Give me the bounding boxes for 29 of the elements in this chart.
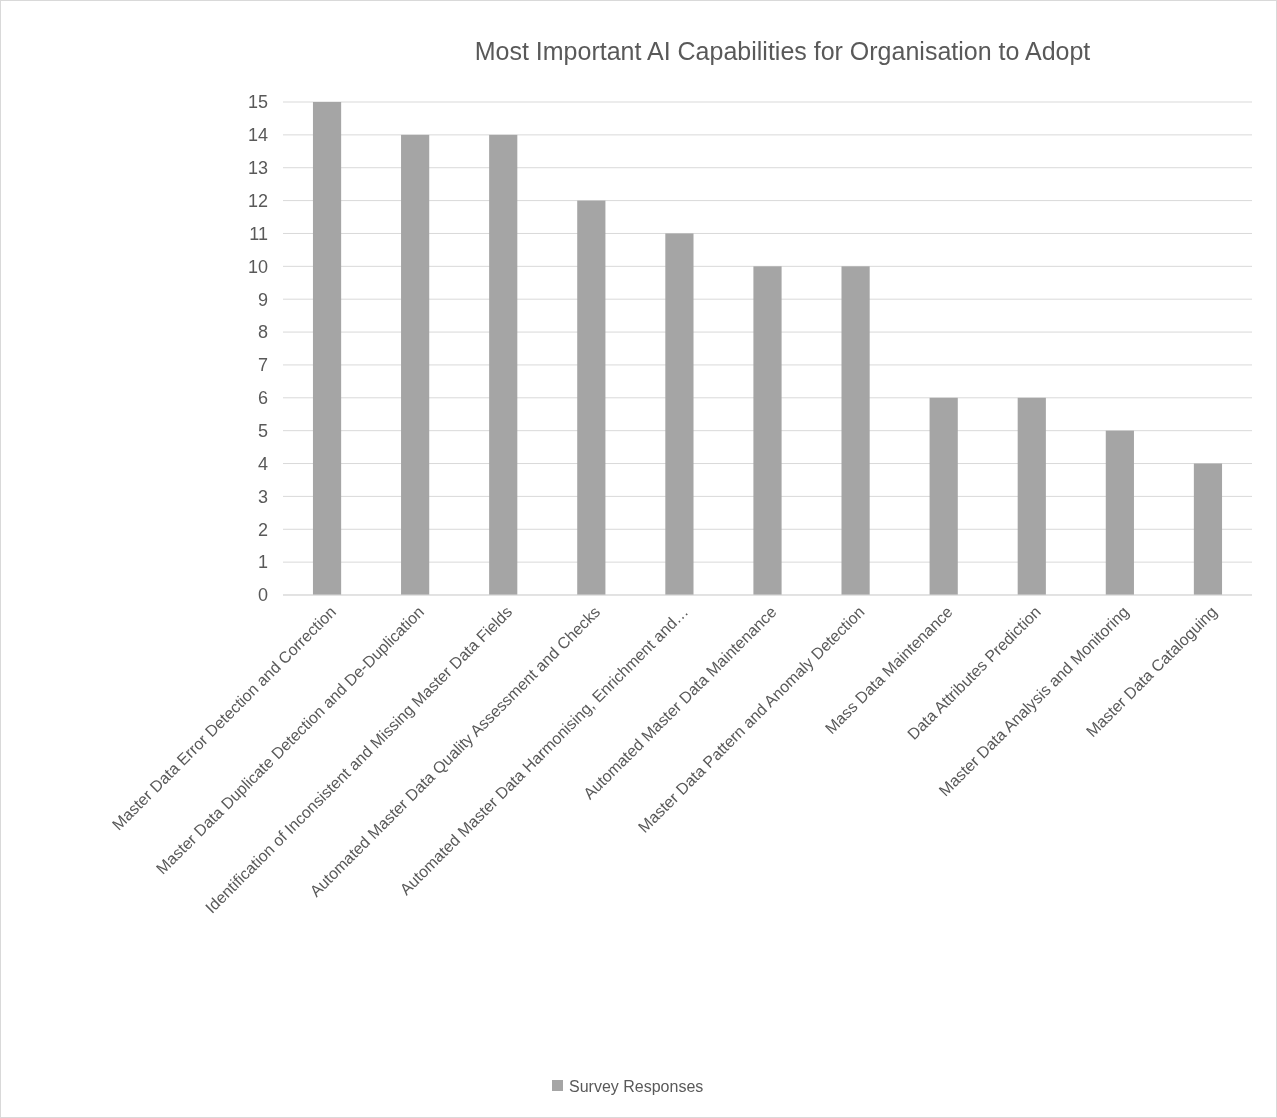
bar bbox=[401, 134, 430, 595]
bar bbox=[312, 102, 342, 595]
y-tick-label: 4 bbox=[257, 453, 268, 474]
y-tick-label: 13 bbox=[247, 158, 268, 179]
bar bbox=[665, 233, 694, 595]
bar bbox=[1105, 430, 1134, 595]
y-tick-label: 10 bbox=[247, 256, 268, 277]
bar bbox=[753, 266, 782, 595]
y-tick-label: 0 bbox=[257, 585, 268, 606]
bar bbox=[577, 200, 606, 595]
chart-title: Most Important AI Capabilities for Organisation to Adopt bbox=[474, 37, 1091, 65]
bar bbox=[489, 134, 518, 595]
bar bbox=[841, 266, 870, 595]
y-tick-label: 15 bbox=[247, 92, 268, 113]
y-tick-label: 7 bbox=[257, 355, 268, 376]
bar bbox=[1017, 397, 1046, 595]
y-tick-label: 5 bbox=[257, 420, 268, 441]
y-tick-label: 6 bbox=[257, 388, 268, 409]
y-tick-label: 11 bbox=[249, 223, 268, 244]
y-tick-label: 12 bbox=[247, 190, 268, 211]
y-tick-label: 3 bbox=[257, 486, 268, 507]
y-tick-label: 8 bbox=[257, 322, 268, 343]
y-tick-label: 1 bbox=[257, 552, 268, 573]
y-tick-label: 2 bbox=[257, 519, 268, 540]
legend-label: Survey Responses bbox=[569, 1077, 704, 1095]
y-tick-label: 9 bbox=[257, 289, 268, 310]
bar bbox=[1193, 463, 1223, 595]
bar bbox=[929, 397, 958, 595]
y-tick-label: 14 bbox=[247, 125, 268, 146]
